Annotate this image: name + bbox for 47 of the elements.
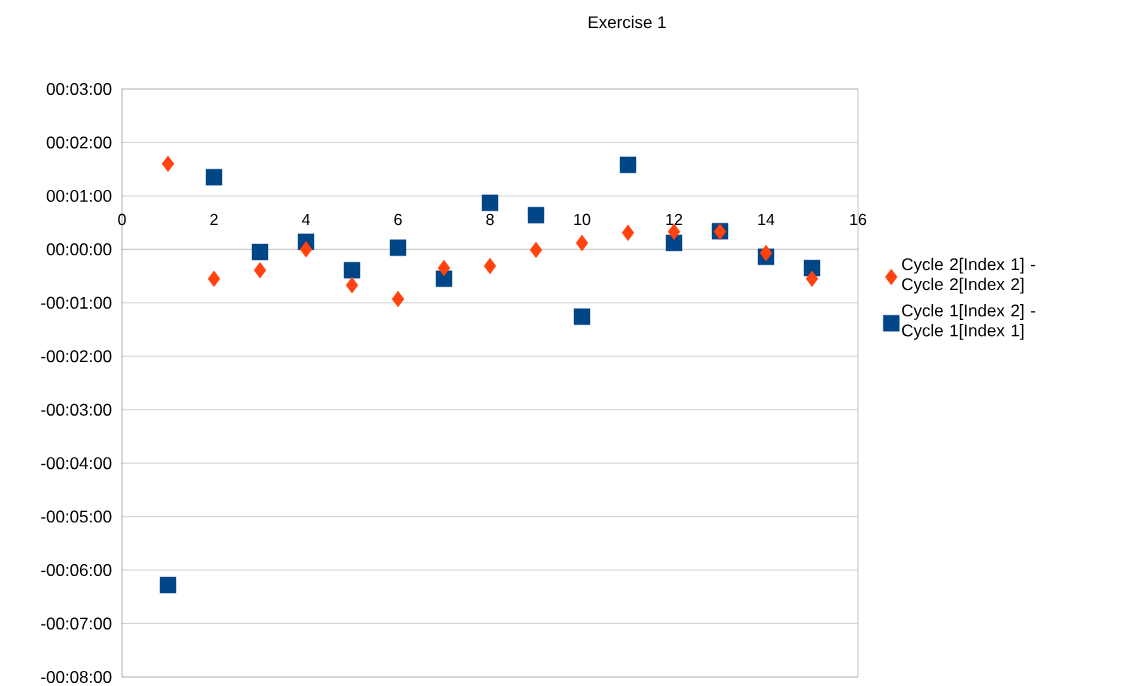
x-tick-label: 2: [210, 213, 218, 225]
y-tick-label: -00:07:00: [41, 617, 112, 630]
point: [345, 276, 359, 294]
x-tick-label: 0: [118, 213, 126, 226]
y-tick-label: -00:01:00: [41, 296, 112, 309]
point: [575, 234, 589, 252]
y-tick-label: -00:02:00: [41, 350, 112, 363]
point: [759, 244, 773, 262]
point: [483, 257, 497, 275]
point: [391, 290, 405, 308]
x-tick-label: 6: [394, 213, 402, 226]
legend-label: Cycle 1[Index 2] - Cycle 1[Index 1]: [902, 304, 1036, 340]
point: [159, 576, 177, 594]
x-tick-label: 16: [850, 213, 867, 226]
y-tick-label: 00:01:00: [46, 189, 112, 202]
point: [389, 239, 407, 256]
y-tick-label: -00:06:00: [41, 564, 112, 577]
point: [253, 262, 267, 279]
y-tick-label: -00:03:00: [41, 403, 112, 416]
point: [437, 259, 451, 277]
point: [529, 241, 543, 259]
y-tick-label: -00:04:00: [41, 457, 112, 470]
legend-label: Cycle 2[Index 1] - Cycle 2[Index 2]: [902, 257, 1036, 294]
point: [527, 206, 545, 224]
point: [205, 168, 223, 186]
point: [299, 241, 313, 258]
y-tick-label: -00:05:00: [41, 510, 112, 523]
point: [619, 156, 637, 174]
point: [805, 270, 819, 287]
y-tick-label: 00:00:00: [46, 243, 112, 256]
x-tick-label: 10: [574, 213, 591, 226]
x-tick-label: 4: [301, 214, 310, 225]
chart-title: Exercise 1: [588, 15, 666, 29]
point: [207, 270, 221, 287]
point: [481, 194, 499, 212]
x-tick-label: 12: [666, 213, 683, 225]
point: [161, 155, 175, 173]
point: [343, 262, 361, 279]
point: [251, 243, 269, 261]
y-tick-label: 00:02:00: [46, 136, 112, 149]
point: [573, 308, 591, 325]
point: [621, 224, 635, 241]
y-tick-label: -00:08:00: [41, 670, 112, 683]
x-tick-label: 8: [486, 213, 494, 226]
point: [665, 234, 683, 252]
y-tick-label: 00:03:00: [46, 82, 112, 95]
x-tick-label: 14: [758, 214, 775, 225]
